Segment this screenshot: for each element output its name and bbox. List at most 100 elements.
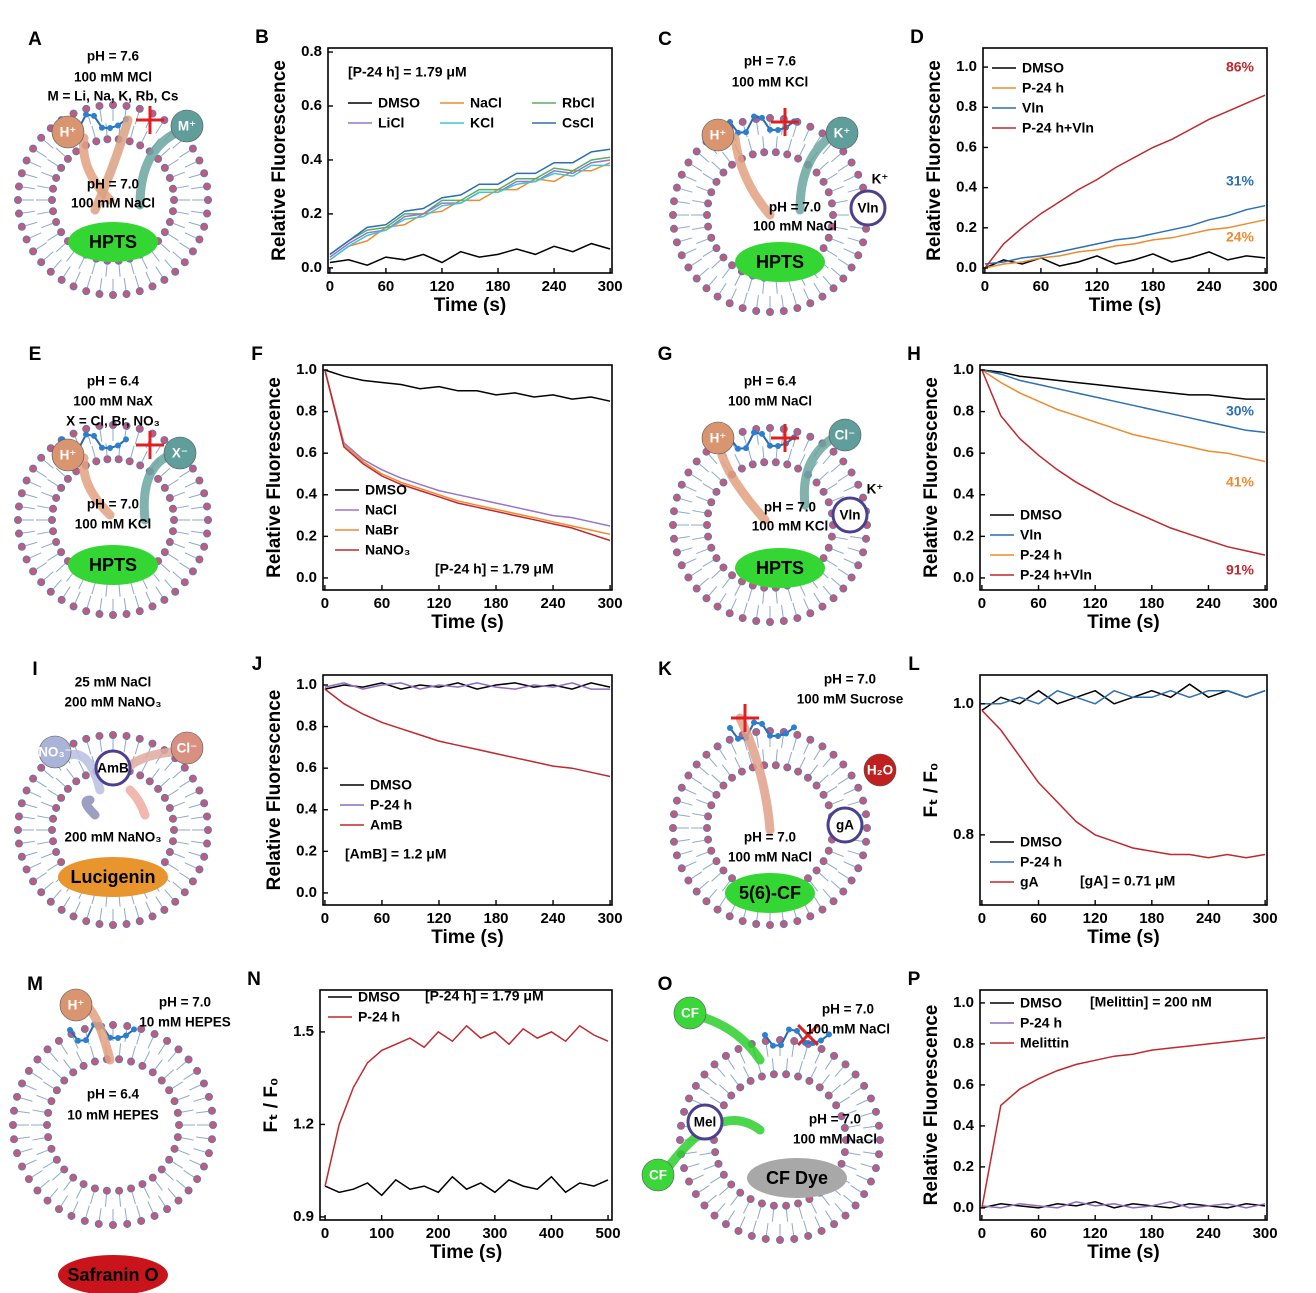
lipid-head [173, 1108, 182, 1117]
lipid-head [200, 222, 209, 231]
condition-text: 100 mM KCl [75, 517, 152, 532]
x-tick-label: 120 [1083, 1225, 1108, 1242]
lipid-tail [191, 210, 204, 214]
transport-arrow [730, 133, 775, 220]
lipid-tail [814, 1052, 821, 1064]
lipid-head [123, 1022, 132, 1031]
lipid-tail [130, 445, 135, 458]
annotation: [Melittin] = 200 nM [1090, 994, 1212, 1010]
lipid-head [859, 851, 868, 860]
lipid-tail [193, 1148, 206, 1153]
y-tick-label: 1.0 [953, 994, 974, 1011]
channel-atom [759, 114, 765, 121]
lipid-tail [188, 221, 201, 227]
x-tick-label: 300 [1253, 278, 1278, 295]
x-tick-label: 300 [1253, 595, 1278, 612]
lipid-head [18, 1162, 27, 1171]
lipid-head [165, 803, 174, 812]
lipid-tail [76, 1051, 83, 1063]
lipid-head [851, 1201, 860, 1210]
lipid-tail [691, 568, 703, 576]
lipid-tail [168, 553, 179, 561]
lipid-tail [734, 757, 741, 769]
lipid-tail [86, 595, 92, 608]
ion-label: CF [649, 1168, 667, 1183]
y-tick-label: 0.6 [296, 444, 317, 461]
lipid-tail [17, 1136, 30, 1140]
condition-text: 200 mM NaNO₃ [64, 830, 161, 845]
series-line [324, 682, 611, 690]
lipid-tail [86, 275, 92, 288]
lipid-tail [743, 602, 748, 615]
lipid-head [122, 290, 131, 299]
annotation: [gA] = 0.71 μM [1080, 873, 1175, 889]
lipid-head [148, 602, 157, 611]
lipid-tail [85, 1205, 90, 1218]
lipid-head [22, 476, 31, 485]
lipid-tail [145, 901, 152, 913]
x-tick-label: 400 [539, 1225, 564, 1242]
lipid-head [49, 184, 58, 193]
lipid-head [114, 455, 123, 464]
lipid-head [776, 1236, 785, 1245]
lipid-head [841, 1060, 850, 1069]
lipid-tail [176, 1179, 186, 1189]
lipid-tail [691, 871, 703, 879]
annotation: [P-24 h] = 1.79 μM [348, 64, 467, 80]
ion-label: NO₃⁻ [38, 745, 72, 760]
lipid-tail [183, 1072, 195, 1081]
lipid-tail [677, 536, 690, 539]
lipid-tail [134, 275, 140, 288]
lipid-head [69, 602, 78, 611]
lipid-head [757, 1072, 766, 1081]
lipid-tail [843, 558, 855, 565]
y-tick-label: 0.4 [296, 801, 318, 818]
lipid-head [92, 457, 101, 466]
lipid-head [168, 837, 177, 846]
condition-text: 100 mM NaX [73, 394, 153, 409]
condition-text: 100 mM NaCl [806, 1022, 890, 1037]
annotation: 31% [1226, 173, 1255, 189]
lipid-tail [837, 568, 849, 576]
lipid-head [677, 783, 686, 792]
lipid-tail [168, 233, 179, 241]
lipid-head [54, 1205, 63, 1214]
channel-atom [767, 126, 773, 133]
y-tick-label: 0.8 [956, 98, 977, 115]
dye-oval [735, 242, 825, 282]
lipid-tail [762, 136, 765, 149]
ion-ball [38, 735, 72, 769]
lipid-head [43, 1045, 52, 1054]
ion-label: H⁺ [68, 998, 85, 1013]
lipid-head [669, 824, 678, 833]
x-tick-label: 120 [429, 278, 454, 295]
lipid-head [862, 837, 871, 846]
ion-ball [863, 753, 897, 787]
lipid-tail [99, 278, 103, 291]
lipid-head [830, 1220, 839, 1229]
lipid-tail [168, 479, 179, 487]
lipid-head [184, 1055, 193, 1064]
y-tick-label: 1.0 [296, 676, 317, 693]
lipid-head [37, 578, 46, 587]
ion-label: H⁺ [60, 448, 77, 463]
x-tick-label: 120 [426, 910, 451, 927]
legend-label: P-24 h [370, 797, 412, 813]
lipid-head [199, 1079, 208, 1088]
y-axis-title: Relative Fluorescence [921, 1005, 942, 1206]
y-tick-label: 0.6 [956, 138, 977, 155]
lipid-head [82, 287, 91, 296]
condition-text: 100 mM KCl [752, 519, 829, 534]
lipid-head [24, 1175, 33, 1184]
lipid-head [829, 210, 838, 219]
dye-label: HPTS [756, 252, 804, 272]
legend-label: Vln [1022, 100, 1044, 116]
lipid-head [680, 1164, 689, 1173]
lipid-head [841, 1211, 850, 1220]
lipid-head [44, 1133, 53, 1142]
lipid-tail [193, 1097, 206, 1102]
lipid-tail [118, 264, 121, 277]
lipid-head [707, 188, 716, 197]
lipid-head [704, 199, 713, 208]
annotation: [AmB] = 1.2 μM [345, 846, 447, 862]
